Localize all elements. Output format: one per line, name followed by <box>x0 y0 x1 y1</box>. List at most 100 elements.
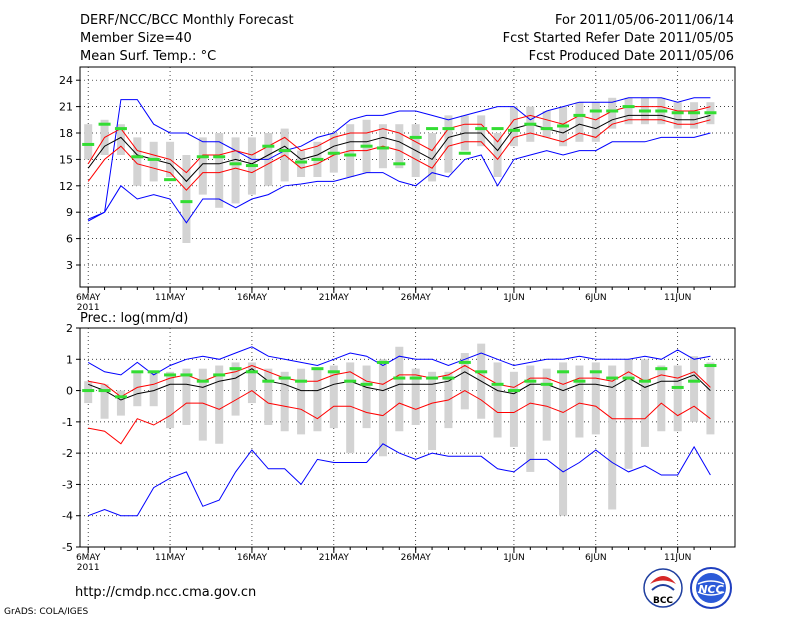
ensemble-box <box>149 371 158 407</box>
grads-credit: GrADS: COLA/IGES <box>4 607 88 617</box>
x-tick-label: 21MAY <box>319 293 350 303</box>
ensemble-box <box>493 133 502 177</box>
ensemble-box <box>329 365 338 429</box>
series-line-mean <box>87 114 711 183</box>
median-marker <box>475 127 488 131</box>
median-marker <box>147 157 160 161</box>
median-marker <box>131 370 144 374</box>
footer-url[interactable]: http://cmdp.ncc.cma.gov.cn <box>75 585 256 600</box>
series-line-min <box>88 132 711 224</box>
median-marker <box>245 164 258 168</box>
x-tick-label: 26MAY <box>401 293 432 303</box>
ensemble-box <box>477 115 486 147</box>
ensemble-box <box>362 365 371 429</box>
median-marker <box>311 157 324 161</box>
median-marker <box>229 367 242 371</box>
ensemble-box <box>313 368 322 432</box>
ensemble-box <box>575 102 584 142</box>
y-tick-label: 18 <box>59 127 73 140</box>
y-tick-label: 2 <box>66 322 73 335</box>
y-tick-label: 9 <box>66 206 73 219</box>
x-tick-label: 21MAY <box>319 553 350 563</box>
median-marker <box>98 389 111 393</box>
ensemble-box <box>428 133 437 182</box>
median-marker <box>507 128 520 132</box>
median-marker <box>311 367 324 371</box>
bcc-logo: BCC <box>643 568 683 608</box>
ensemble-box <box>591 102 600 142</box>
median-marker <box>114 127 127 131</box>
ensemble-box <box>444 115 453 173</box>
median-marker <box>557 370 570 374</box>
median-marker <box>295 379 308 383</box>
ensemble-box <box>608 97 617 129</box>
ensemble-box <box>116 124 125 155</box>
x-tick-label: 11MAY <box>155 293 186 303</box>
ensemble-box <box>84 124 93 160</box>
median-marker <box>606 376 619 380</box>
ensemble-box <box>133 371 142 407</box>
x-year-label: 2011 <box>77 303 100 313</box>
median-marker <box>409 376 422 380</box>
median-marker <box>344 153 357 157</box>
median-marker <box>245 370 258 374</box>
median-marker <box>327 151 340 155</box>
x-tick-label: 6JUN <box>585 553 607 563</box>
ensemble-box <box>182 368 191 425</box>
x-tick-label: 6JUN <box>585 293 607 303</box>
median-marker <box>98 122 111 126</box>
y-tick-label: 12 <box>59 180 73 193</box>
ensemble-box <box>116 390 125 416</box>
started-date: Fcst Started Refer Date 2011/05/05 <box>503 31 734 46</box>
median-marker <box>295 160 308 164</box>
member-size: Member Size=40 <box>80 31 192 46</box>
median-marker <box>213 155 226 159</box>
y-tick-label: 21 <box>59 101 73 114</box>
median-marker <box>213 373 226 377</box>
bcc-logo-text: BCC <box>653 596 673 606</box>
median-marker <box>458 151 471 155</box>
ensemble-box <box>493 362 502 438</box>
ensemble-box <box>198 137 207 195</box>
x-tick-label: 16MAY <box>237 293 268 303</box>
prec-variable-label: Prec.: log(mm/d) <box>80 311 188 326</box>
y-tick-label: 1 <box>66 353 73 366</box>
median-marker <box>180 200 193 204</box>
median-marker <box>540 127 553 131</box>
y-tick-label: 0 <box>66 385 73 398</box>
y-tick-label: 24 <box>59 74 73 87</box>
y-tick-label: -1 <box>62 416 73 429</box>
ensemble-box <box>526 365 535 472</box>
x-year-label: 2011 <box>77 563 100 573</box>
ensemble-box <box>624 97 633 125</box>
y-tick-label: 3 <box>66 259 73 272</box>
median-marker <box>475 370 488 374</box>
median-marker <box>704 364 717 368</box>
x-tick-label: 11MAY <box>155 553 186 563</box>
median-marker <box>196 155 209 159</box>
median-marker <box>688 111 701 115</box>
y-tick-label: -5 <box>62 541 73 554</box>
ensemble-box <box>640 359 649 447</box>
ensemble-box <box>690 102 699 129</box>
ensemble-box <box>215 365 224 444</box>
median-marker <box>540 382 553 386</box>
median-marker <box>573 379 586 383</box>
ensemble-box <box>673 102 682 129</box>
median-marker <box>655 367 668 371</box>
median-marker <box>262 379 275 383</box>
median-marker <box>524 379 537 383</box>
ensemble-box <box>428 371 437 451</box>
median-marker <box>262 144 275 148</box>
median-marker <box>507 389 520 393</box>
median-marker <box>360 382 373 386</box>
ensemble-box <box>231 137 240 204</box>
y-tick-label: 15 <box>59 153 73 166</box>
median-marker <box>82 389 95 393</box>
ensemble-box <box>166 371 175 429</box>
x-tick-label: 16MAY <box>237 553 268 563</box>
temp-variable-label: Mean Surf. Temp.: °C <box>80 49 216 64</box>
y-tick-label: -3 <box>62 478 73 491</box>
